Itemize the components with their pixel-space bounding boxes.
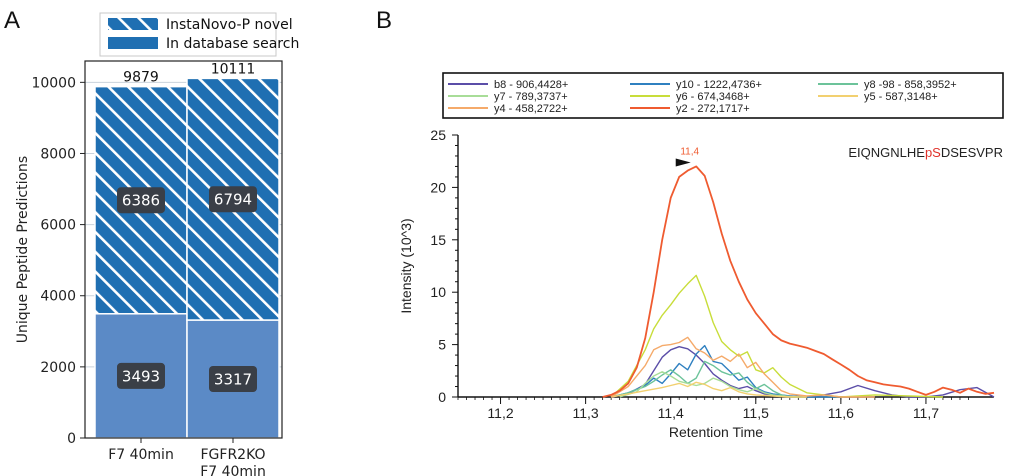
y-tick-label: 6000 (40, 218, 76, 234)
peptide-segment: EIQNGNLHE (848, 145, 925, 160)
series-line (610, 360, 807, 398)
x-tick-label: FGFR2KO (200, 447, 265, 463)
peptide-segment: DSESVPR (941, 145, 1003, 160)
y-tick-label: 25 (430, 127, 446, 143)
bar-total-label: 10111 (211, 61, 256, 77)
legend-label: y7 - 789,3737+ (494, 91, 568, 103)
y-axis-label: Intensity (10^3) (398, 218, 414, 313)
segment-label-box (117, 362, 165, 389)
series-line (610, 381, 807, 398)
panel-a-chart: 3493 6386 9879 3317 6794 10111 0 2000 4000 6000 80… (15, 12, 299, 476)
legend-label: y10 - 1222,4736+ (676, 79, 762, 91)
x-tick-label: 11,5 (743, 405, 769, 421)
y-tick-label: 10000 (31, 75, 76, 91)
series-line (619, 371, 799, 398)
y-tick-label: 0 (438, 389, 446, 405)
segment-label-box (209, 186, 257, 213)
segment-label-box (209, 366, 257, 393)
legend-label: y6 - 674,3468+ (676, 91, 750, 103)
x-tick-label: 11,3 (573, 405, 599, 421)
x-axis-label: Retention Time (669, 424, 763, 440)
y-tick-label: 8000 (40, 146, 76, 162)
legend-box (442, 72, 1004, 119)
legend-label: b8 - 906,4428+ (494, 79, 568, 91)
series-line (610, 346, 995, 398)
x-tick-label: F7 40min (200, 464, 266, 476)
x-tick-label: 11,2 (487, 405, 513, 421)
segment-label: 3317 (214, 371, 252, 389)
x-tick-label: 11,7 (913, 405, 939, 421)
plot-frame (84, 60, 283, 439)
y-tick-label: 10 (430, 284, 446, 300)
segment-label: 6794 (214, 191, 252, 209)
y-tick-label: 20 (430, 179, 446, 195)
y-tick-label: 2000 (40, 360, 76, 376)
y-tick-label: 4000 (40, 289, 76, 305)
y-axis-label: Unique Peptide Predictions (15, 156, 31, 343)
x-tick-label: F7 40min (108, 447, 174, 463)
segment-label-box (117, 187, 165, 214)
legend-swatch (108, 18, 158, 30)
bar-total-label: 9879 (123, 70, 159, 86)
segment-label: 6386 (122, 192, 160, 210)
legend-swatch (108, 37, 158, 49)
peak-label: 11,4 (680, 146, 699, 157)
legend-label: InstaNovo-P novel (166, 17, 293, 33)
y-tick-label: 5 (438, 337, 446, 353)
x-tick-label: 11,4 (658, 405, 684, 421)
peak-marker (675, 158, 691, 167)
segment-label: 3493 (122, 367, 160, 385)
legend-label: y8 -98 - 858,3952+ (864, 79, 957, 91)
x-tick-label: 11,6 (828, 405, 854, 421)
panel-b-letter: B (376, 7, 392, 34)
y-tick-label: 0 (67, 431, 76, 447)
legend-label: y5 - 587,3148+ (864, 91, 938, 103)
legend-label: In database search (166, 36, 299, 52)
y-tick-label: 15 (430, 232, 446, 248)
peptide-sequence: EIQNGNLHEpSDSESVPR (848, 145, 1003, 160)
legend-label: y2 - 272,1717+ (676, 103, 750, 115)
series-line (602, 165, 995, 398)
panel-a-letter: A (4, 7, 20, 34)
legend-label: y4 - 458,2722+ (494, 103, 568, 115)
series-line (610, 336, 875, 398)
peptide-phospho-site: pS (925, 145, 941, 160)
panel-b-chart: b8 - 906,4428+ y10 - 1222,4736+ y8 -98 - 8… (398, 72, 1004, 440)
